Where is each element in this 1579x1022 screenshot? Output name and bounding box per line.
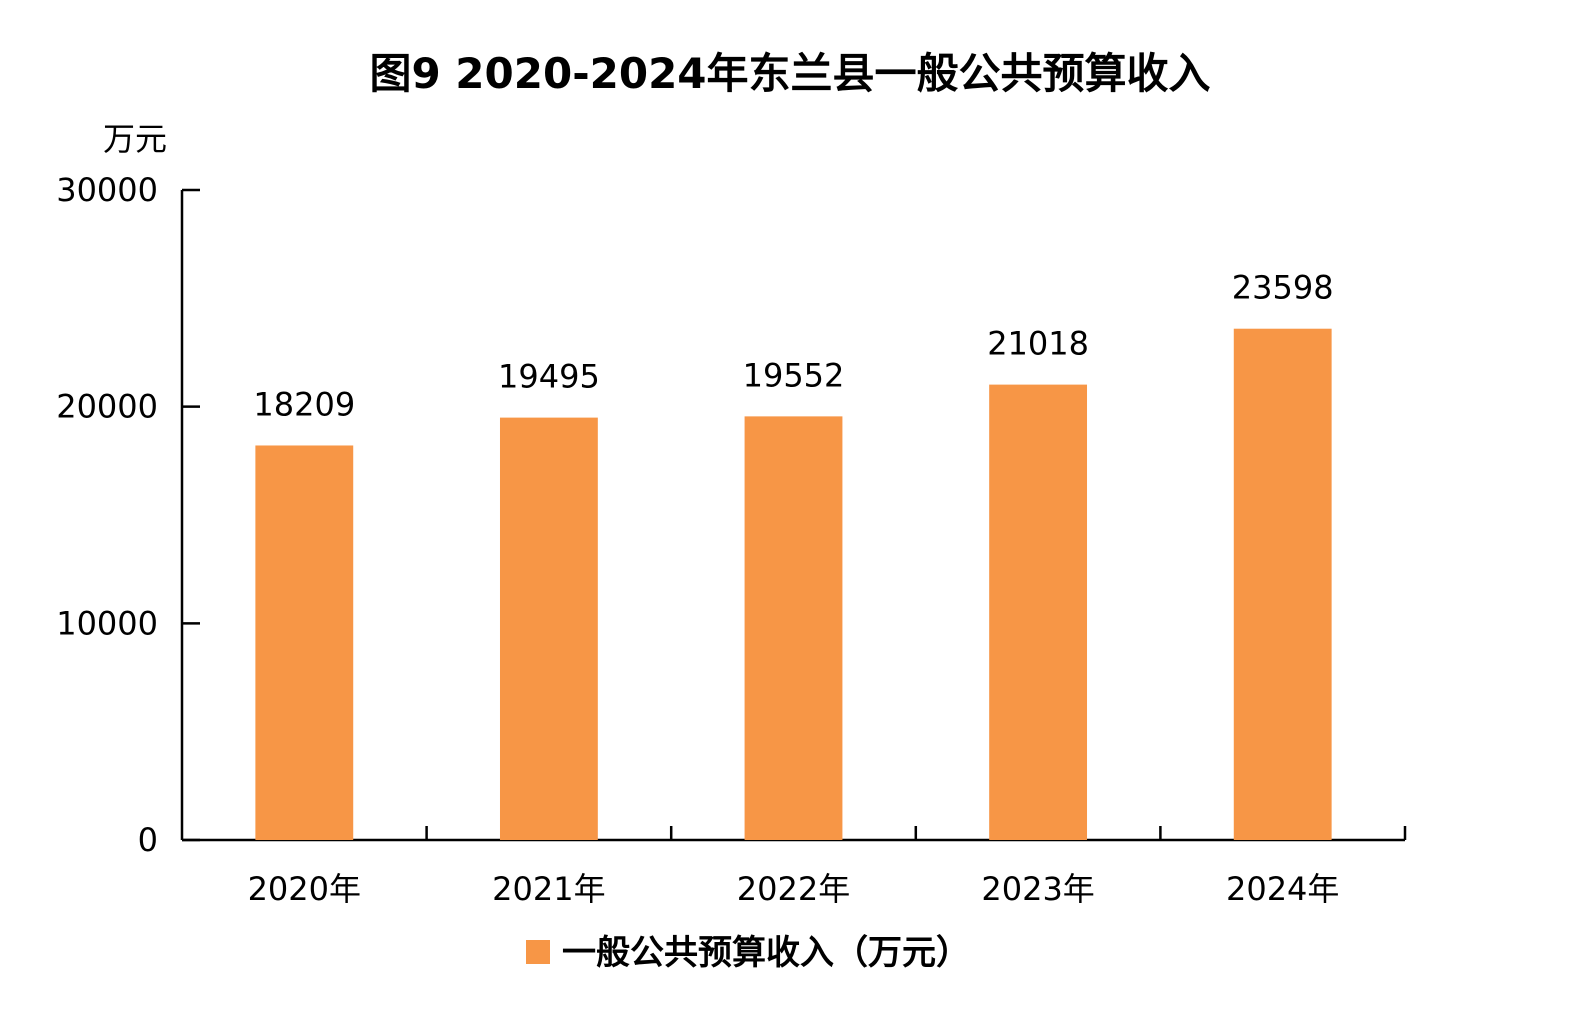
y-tick-label: 10000 — [56, 604, 158, 642]
x-axis-labels: 2020年 2021年 2022年 2023年 2024年 — [248, 870, 1340, 908]
x-tick-label: 2020年 — [248, 870, 361, 908]
legend: 一般公共预算收入（万元） — [526, 933, 970, 973]
bar-2023 — [989, 384, 1088, 840]
bars — [255, 328, 1332, 840]
bar-2024 — [1233, 328, 1332, 840]
data-label: 23598 — [1232, 269, 1334, 307]
x-axis-ticks — [425, 826, 1407, 840]
chart-title: 图9 2020-2024年东兰县一般公共预算收入 — [369, 49, 1210, 98]
data-label: 19552 — [743, 356, 845, 394]
data-label: 21018 — [987, 325, 1089, 363]
data-label: 19495 — [498, 358, 600, 396]
x-tick-label: 2023年 — [981, 870, 1094, 908]
x-tick-label: 2021年 — [492, 870, 605, 908]
x-tick-label: 2022年 — [737, 870, 850, 908]
y-tick-label: 30000 — [56, 171, 158, 209]
legend-label: 一般公共预算收入（万元） — [562, 933, 970, 973]
data-label: 18209 — [253, 385, 355, 423]
value-labels: 18209 19495 19552 21018 23598 — [253, 269, 1333, 424]
x-tick-label: 2024年 — [1226, 870, 1339, 908]
bar-2020 — [255, 445, 354, 840]
y-tick-label: 0 — [138, 821, 158, 859]
bar-2021 — [499, 417, 598, 840]
legend-swatch — [526, 940, 550, 964]
y-tick-label: 20000 — [56, 388, 158, 426]
y-axis-unit-label: 万元 — [103, 120, 167, 158]
bar-2022 — [744, 416, 843, 840]
y-axis-ticks: 0 10000 20000 30000 — [56, 171, 200, 859]
